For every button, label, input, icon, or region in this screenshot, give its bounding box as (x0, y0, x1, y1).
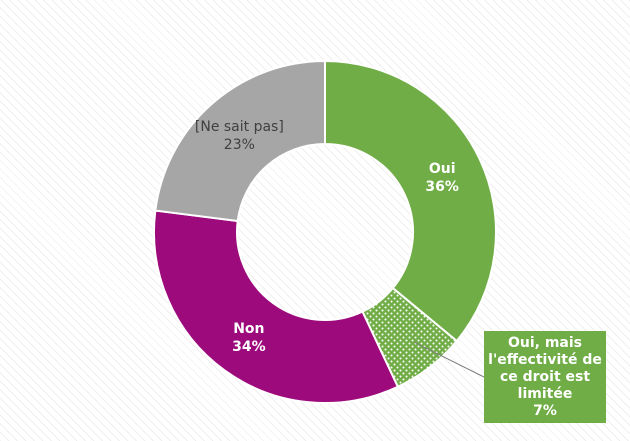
data-label-ne-sait-pas-name: [Ne sait pas] (195, 119, 284, 135)
callout-label-oui-mais: Oui, mais l'effectivité de ce droit est … (484, 331, 606, 423)
data-label-non: Non 34% (232, 321, 266, 355)
callout-line-5: 7% (533, 402, 557, 419)
data-label-non-name: Non (233, 321, 264, 337)
callout-line-2: l'effectivité de (488, 351, 602, 368)
data-label-oui: Oui 36% (425, 161, 459, 195)
data-label-oui-name: Oui (429, 161, 456, 177)
data-label-ne-sait-pas-value: 23% (224, 137, 255, 153)
slice-ne-sait-pas (154, 59, 326, 223)
data-label-non-value: 34% (232, 339, 266, 355)
data-label-ne-sait-pas: [Ne sait pas] 23% (195, 119, 284, 153)
callout-line-1: Oui, mais (507, 334, 583, 351)
data-label-oui-value: 36% (425, 179, 459, 195)
slice-oui (324, 59, 498, 343)
slice-non (153, 209, 400, 404)
callout-leader-line (414, 341, 487, 379)
callout-line-3: ce droit est (499, 368, 591, 385)
callout-line-4: limitée (517, 385, 573, 402)
